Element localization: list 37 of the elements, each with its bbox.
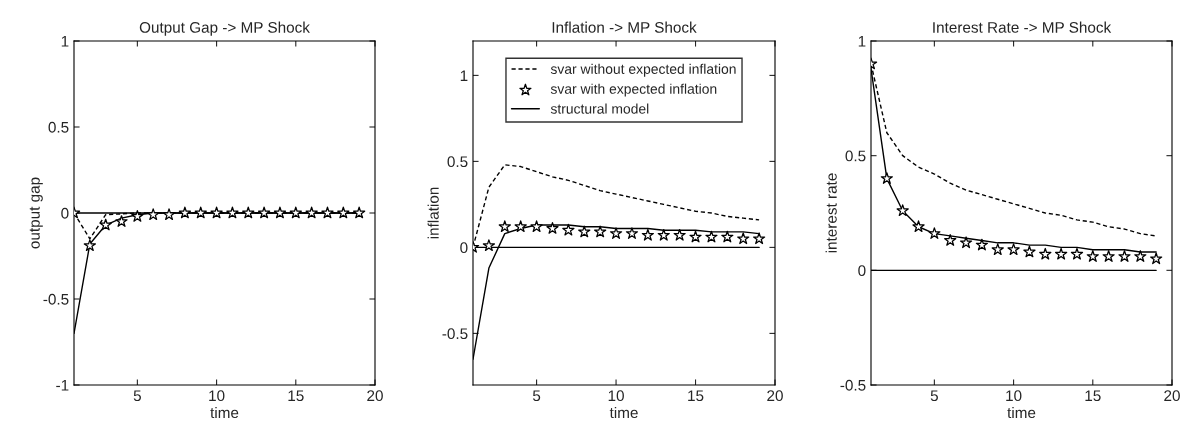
x-tick-label: 10	[608, 390, 624, 402]
y-tick-label: 1	[460, 70, 468, 81]
x-tick-label: 10	[1006, 390, 1022, 402]
y-tick-label: 0.5	[447, 156, 468, 168]
x-tick-label: 10	[209, 390, 225, 402]
x-axis-title: time	[1007, 406, 1036, 419]
chart-title: Interest Rate -> MP Shock	[933, 21, 1112, 33]
y-tick-label: 1	[61, 36, 69, 47]
legend-label: structural model	[550, 103, 649, 114]
y-tick-label: -0.5	[840, 379, 866, 391]
x-axis-title: time	[609, 406, 638, 419]
x-tick-label: 20	[367, 390, 383, 402]
x-tick-label: 20	[1164, 390, 1180, 402]
y-tick-label: -1	[56, 380, 69, 391]
y-tick-label: 0.5	[845, 150, 866, 162]
legend-label: svar with expected inflation	[550, 83, 717, 97]
y-tick-label: 0.5	[48, 121, 69, 133]
x-axis-title: time	[210, 406, 239, 419]
chart-title: Inflation -> MP Shock	[552, 21, 697, 33]
y-tick-label: 0	[858, 265, 866, 277]
y-axis-title: output gap	[29, 177, 43, 249]
x-tick-label: 5	[133, 390, 141, 402]
x-tick-label: 5	[532, 390, 541, 402]
y-tick-label: 1	[858, 36, 866, 47]
y-tick-label: 0	[61, 207, 69, 219]
x-tick-label: 5	[930, 390, 938, 402]
y-tick-label: -0.5	[43, 293, 69, 305]
x-tick-label: 15	[688, 390, 704, 402]
y-axis-title: inflation	[427, 187, 439, 239]
x-tick-label: 15	[1085, 390, 1101, 402]
x-tick-label: 20	[767, 390, 783, 402]
y-axis-title: interest rate	[825, 173, 837, 253]
y-tick-label: 0	[460, 242, 468, 254]
legend-label: svar without expected inflation	[550, 63, 736, 77]
y-tick-label: -0.5	[442, 328, 468, 340]
x-tick-label: 15	[288, 390, 304, 402]
chart-title: Output Gap -> MP Shock	[139, 21, 310, 36]
